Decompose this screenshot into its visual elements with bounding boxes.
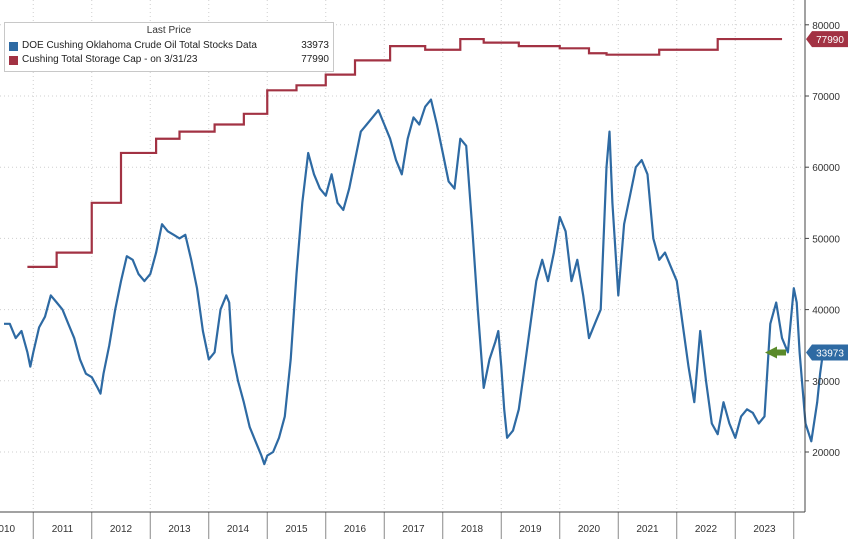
legend-item-storage-cap: Cushing Total Storage Cap - on 3/31/23 7… xyxy=(9,54,329,67)
crude-stocks-line xyxy=(4,98,825,466)
y-tick-label: 40000 xyxy=(812,306,840,317)
x-tick-label: 2010 xyxy=(0,524,16,535)
legend-label-storage-cap: Cushing Total Storage Cap - on 3/31/23 xyxy=(22,54,198,65)
y-tick-label: 60000 xyxy=(812,163,840,174)
x-tick-label: 2015 xyxy=(285,524,308,535)
legend-item-stocks: DOE Cushing Oklahoma Crude Oil Total Sto… xyxy=(9,40,329,53)
x-tick-label: 2021 xyxy=(636,524,659,535)
last-value-arrow-icon xyxy=(765,346,786,359)
legend-value-storage-cap: 77990 xyxy=(301,54,329,65)
x-tick-label: 2016 xyxy=(344,524,367,535)
legend: Last Price DOE Cushing Oklahoma Crude Oi… xyxy=(4,22,334,72)
stocks-value-tag-bg xyxy=(806,344,848,361)
x-tick-label: 2020 xyxy=(578,524,601,535)
x-tick-label: 2023 xyxy=(753,524,776,535)
grid xyxy=(0,0,804,510)
x-tick-label: 2018 xyxy=(461,524,484,535)
legend-value-stocks: 33973 xyxy=(301,40,329,51)
storage-cap-line xyxy=(27,37,783,268)
legend-swatch-storage-cap xyxy=(9,56,18,65)
y-tick-label: 70000 xyxy=(812,92,840,103)
x-tick-label: 2019 xyxy=(519,524,542,535)
y-tick-label: 80000 xyxy=(812,21,840,32)
x-tick-label: 2011 xyxy=(52,524,74,535)
y-tick-label: 30000 xyxy=(812,377,840,388)
legend-title: Last Price xyxy=(146,25,192,36)
series-layer xyxy=(4,37,825,466)
legend-label-stocks: DOE Cushing Oklahoma Crude Oil Total Sto… xyxy=(22,40,257,51)
legend-swatch-stocks xyxy=(9,42,18,51)
y-tick-label: 50000 xyxy=(812,234,840,245)
x-tick-label: 2013 xyxy=(168,524,191,535)
x-tick-label: 2022 xyxy=(695,524,718,535)
storage-cap-value-tag: 77990 xyxy=(816,35,844,46)
x-tick-label: 2014 xyxy=(227,524,250,535)
x-tick-label: 2012 xyxy=(110,524,133,535)
storage-cap-value-tag-bg xyxy=(806,31,848,48)
x-tick-label: 2017 xyxy=(402,524,425,535)
stocks-value-tag: 33973 xyxy=(816,349,844,360)
y-tick-label: 20000 xyxy=(812,448,840,459)
